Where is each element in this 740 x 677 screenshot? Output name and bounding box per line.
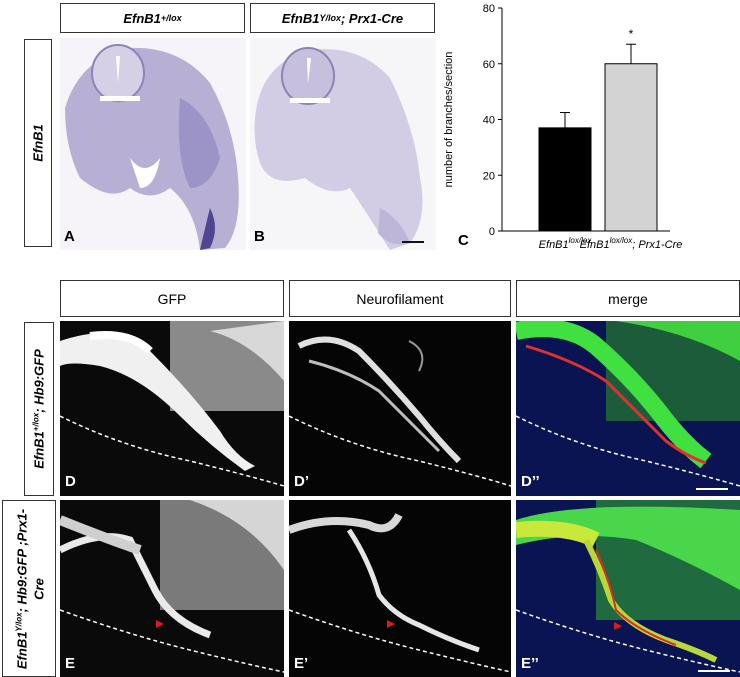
row-label-sup: Y/lox: [14, 611, 24, 632]
panel-e-neurofilament: E’: [289, 500, 511, 677]
y-tick-label: 60: [483, 59, 495, 71]
scale-bar: [698, 670, 730, 672]
panel-label-d-prime: D’: [294, 473, 309, 490]
scale-bar: [402, 241, 424, 243]
row-label-sup: +/lox: [31, 412, 41, 432]
panel-label-e: E: [65, 655, 76, 672]
column-header-text: merge: [608, 290, 648, 307]
header-genotype-sup: +/lox: [160, 13, 182, 23]
scale-bar: [696, 488, 728, 490]
row-label-e: EfnB1Y/lox; Hb9:GFP ;Prx1-Cre: [2, 500, 56, 677]
bar: [604, 63, 658, 232]
panel-label-e-double-prime: E’’: [521, 655, 539, 672]
row-label-gene: EfnB1: [31, 431, 47, 469]
column-header-gfp: GFP: [60, 280, 284, 317]
y-tick-label: 0: [489, 226, 495, 238]
panel-label-d-double-prime: D’’: [521, 473, 540, 490]
header-gene: EfnB1: [123, 10, 161, 26]
row-label-gene: EfnB1: [14, 631, 30, 669]
panel-b-image: B: [250, 38, 436, 250]
panel-c-chart: 0 20 40 60 80 number of branches/section EfnB1…: [440, 0, 740, 260]
panel-e-merge: E’’: [516, 500, 740, 677]
panel-e-gfp: E: [60, 500, 284, 677]
column-header-text: GFP: [157, 290, 187, 307]
panel-d-neurofilament: D’: [289, 321, 511, 496]
y-tick-label: 80: [483, 3, 495, 15]
column-header-neurofilament: Neurofilament: [289, 280, 511, 317]
panel-label-a: A: [64, 228, 75, 245]
panel-label-c: C: [458, 232, 469, 249]
row-label-text: EfnB1: [30, 124, 46, 162]
x-tick-label: EfnB1lox/lox; Prx1-Cre: [580, 236, 683, 251]
panel-d-gfp: D: [60, 321, 284, 496]
y-tick-label: 40: [483, 115, 495, 127]
row-label-d: EfnB1+/lox; Hb9:GFP: [24, 322, 54, 496]
column-header-merge: merge: [516, 280, 740, 317]
significance-marker: *: [629, 27, 634, 41]
panel-d-merge: D’’: [516, 321, 740, 496]
header-efnb1-control: EfnB1 +/lox: [60, 3, 245, 33]
panel-a-image: A: [60, 38, 246, 250]
y-axis-label: number of branches/section: [443, 52, 455, 188]
panel-label-d: D: [65, 473, 76, 490]
header-genotype-sup: Y/lox: [319, 13, 341, 23]
panel-label-b: B: [254, 228, 265, 245]
panel-label-e-prime: E’: [294, 655, 309, 672]
bar-chart: 0 20 40 60 80 number of branches/section EfnB1…: [443, 3, 683, 251]
x-tick-label: EfnB1lox/lox: [539, 236, 593, 251]
header-efnb1-prx1cre: EfnB1 Y/lox; Prx1-Cre: [250, 3, 435, 33]
row-label-efnb1: EfnB1: [24, 39, 52, 247]
header-genotype-rest: ; Prx1-Cre: [340, 10, 404, 26]
row-label-rest: ; Hb9:GFP: [31, 349, 47, 413]
column-header-text: Neurofilament: [356, 290, 444, 307]
header-gene: EfnB1: [281, 10, 320, 26]
bar: [538, 127, 592, 232]
row-label-rest: ; Hb9:GFP ;Prx1-Cre: [14, 508, 47, 612]
y-tick-label: 20: [483, 170, 495, 182]
